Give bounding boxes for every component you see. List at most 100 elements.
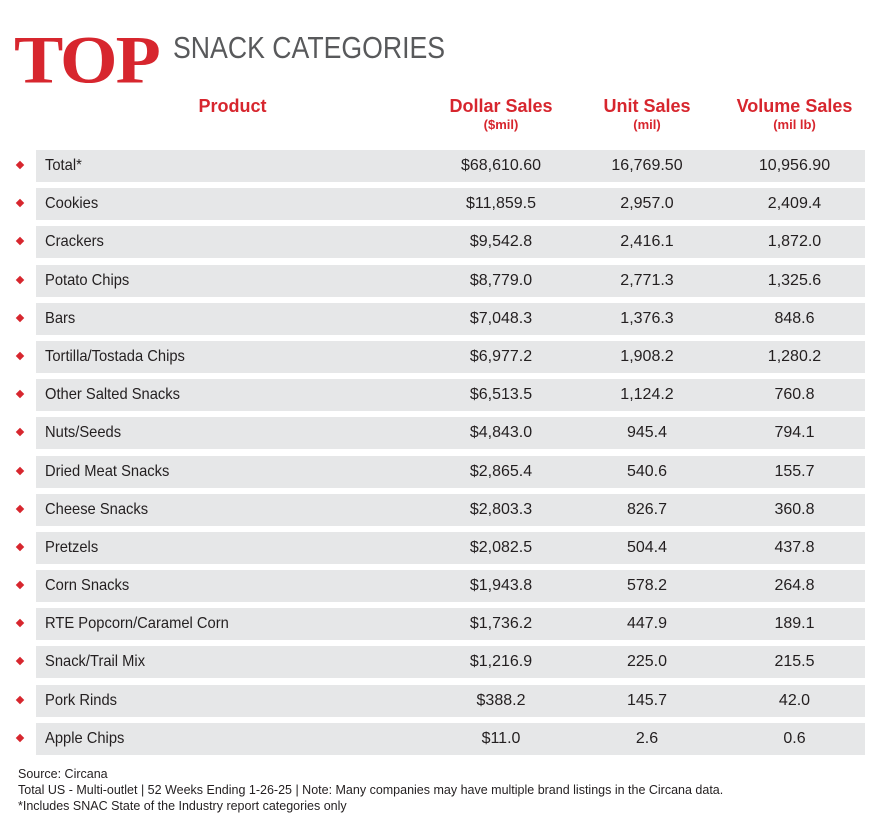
row-background <box>36 340 865 373</box>
unit-sales-value: 2,416.1 <box>620 233 674 251</box>
dollar-sales-value: $2,082.5 <box>469 538 533 556</box>
product-name: Apple Chips <box>45 729 125 747</box>
dollar-sales-value: $6,513.5 <box>469 386 533 404</box>
unit-sales-value: 145.7 <box>626 691 668 709</box>
unit-sales-value: 578.2 <box>626 577 668 595</box>
header-unit-label: Unit Sales <box>603 96 691 116</box>
product-name: Total* <box>45 157 82 174</box>
table-row: Crackers $9,542.8 2,416.1 1,872.0 <box>0 226 890 259</box>
unit-sales-value: 447.9 <box>626 615 668 633</box>
unit-sales-value: 1,124.2 <box>620 386 674 404</box>
dollar-sales-value: $2,865.4 <box>469 462 533 480</box>
title-subtitle: SNACK CATEGORIES <box>172 30 445 65</box>
volume-sales-value: 10,956.90 <box>758 157 831 174</box>
row-background <box>36 150 865 182</box>
dollar-sales-value: $11,859.5 <box>466 195 536 213</box>
dollar-sales-value: $2,803.3 <box>469 500 533 518</box>
title-top: TOP <box>14 22 161 99</box>
unit-sales-value: 504.4 <box>626 538 668 556</box>
header-product: Product <box>150 95 315 117</box>
row-background <box>36 646 865 679</box>
table-row: Snack/Trail Mix $1,216.9 225.0 215.5 <box>0 646 890 679</box>
product-name: Crackers <box>45 233 104 251</box>
diamond-bullet-icon <box>15 275 25 284</box>
row-background <box>36 417 865 450</box>
unit-sales-value: 225.0 <box>626 653 668 671</box>
diamond-bullet-icon <box>15 389 25 399</box>
product-name: Snack/Trail Mix <box>45 653 146 671</box>
dollar-sales-value: $8,779.0 <box>469 271 533 289</box>
volume-sales-value: 848.6 <box>774 309 815 327</box>
product-name: RTE Popcorn/Caramel Corn <box>45 615 229 633</box>
table-row: Pork Rinds $388.2 145.7 42.0 <box>0 684 890 717</box>
table-row: Cheese Snacks $2,803.3 826.7 360.8 <box>0 493 890 526</box>
table-row: Other Salted Snacks $6,513.5 1,124.2 760.8 <box>0 379 890 412</box>
header-dollar-unit: ($mil) <box>483 117 519 132</box>
unit-sales-value: 16,769.50 <box>611 157 683 174</box>
row-background <box>36 379 865 412</box>
dollar-sales-value: $6,977.2 <box>469 347 533 365</box>
product-name: Pretzels <box>45 538 99 556</box>
volume-sales-value: 437.8 <box>774 538 815 556</box>
table-row: Potato Chips $8,779.0 2,771.3 1,325.6 <box>0 264 890 297</box>
unit-sales-value: 2.6 <box>635 729 659 747</box>
header-dollar-sales: Dollar Sales ($mil) <box>425 95 577 133</box>
volume-sales-value: 42.0 <box>778 691 811 709</box>
volume-sales-value: 360.8 <box>774 500 815 518</box>
unit-sales-value: 2,957.0 <box>620 195 674 213</box>
dollar-sales-value: $1,736.2 <box>469 615 533 633</box>
header-volume-label: Volume Sales <box>736 96 853 116</box>
footer-note: Total US - Multi-outlet | 52 Weeks Endin… <box>18 783 724 797</box>
table-row: Total* $68,610.60 16,769.50 10,956.90 <box>0 150 890 182</box>
dollar-sales-value: $388.2 <box>476 691 526 709</box>
diamond-bullet-icon <box>15 313 25 322</box>
row-background <box>36 608 865 641</box>
unit-sales-value: 540.6 <box>626 462 668 480</box>
product-name: Cookies <box>45 195 99 213</box>
footer-source: Source: Circana <box>18 767 108 781</box>
volume-sales-value: 1,872.0 <box>767 233 822 251</box>
table-row: Apple Chips $11.0 2.6 0.6 <box>0 722 890 755</box>
diamond-bullet-icon <box>15 657 25 666</box>
dollar-sales-value: $4,843.0 <box>469 424 533 442</box>
unit-sales-value: 826.7 <box>626 500 668 518</box>
table-row: Nuts/Seeds $4,843.0 945.4 794.1 <box>0 417 890 450</box>
row-background <box>36 302 865 335</box>
table-row: Pretzels $2,082.5 504.4 437.8 <box>0 531 890 564</box>
diamond-bullet-icon <box>15 733 25 743</box>
row-background <box>36 684 865 717</box>
product-name: Tortilla/Tostada Chips <box>45 347 185 365</box>
header-dollar-label: Dollar Sales <box>449 96 553 116</box>
diamond-bullet-icon <box>15 198 25 208</box>
volume-sales-value: 264.8 <box>774 577 815 595</box>
dollar-sales-value: $68,610.60 <box>460 157 542 174</box>
row-background <box>36 531 865 564</box>
unit-sales-value: 1,376.3 <box>620 309 674 327</box>
row-background <box>36 226 865 259</box>
volume-sales-value: 215.5 <box>774 653 815 671</box>
product-name: Cheese Snacks <box>45 500 149 518</box>
diamond-bullet-icon <box>15 466 25 475</box>
diamond-bullet-icon <box>15 160 25 170</box>
diamond-bullet-icon <box>15 695 25 704</box>
volume-sales-value: 155.7 <box>774 462 815 480</box>
product-name: Bars <box>45 309 76 327</box>
dollar-sales-value: $1,943.8 <box>469 577 533 595</box>
table-row: RTE Popcorn/Caramel Corn $1,736.2 447.9 189… <box>0 608 890 641</box>
row-background <box>36 264 865 297</box>
volume-sales-value: 794.1 <box>774 424 815 442</box>
volume-sales-value: 189.1 <box>774 615 815 633</box>
footer: Source: Circana Total US - Multi-outlet … <box>18 766 723 814</box>
product-name: Nuts/Seeds <box>45 424 122 442</box>
product-name: Dried Meat Snacks <box>45 462 170 480</box>
volume-sales-value: 1,325.6 <box>767 271 822 289</box>
volume-sales-value: 2,409.4 <box>767 195 822 213</box>
page-title: TOP SNACK CATEGORIES <box>14 20 489 99</box>
header-product-label: Product <box>198 96 267 116</box>
header-unit-sales: Unit Sales (mil) <box>572 95 722 133</box>
table-row: Corn Snacks $1,943.8 578.2 264.8 <box>0 570 890 603</box>
product-name: Corn Snacks <box>45 577 130 595</box>
header-volume-unit: (mil lb) <box>773 117 816 132</box>
diamond-bullet-icon <box>15 580 25 590</box>
product-name: Other Salted Snacks <box>45 386 181 404</box>
